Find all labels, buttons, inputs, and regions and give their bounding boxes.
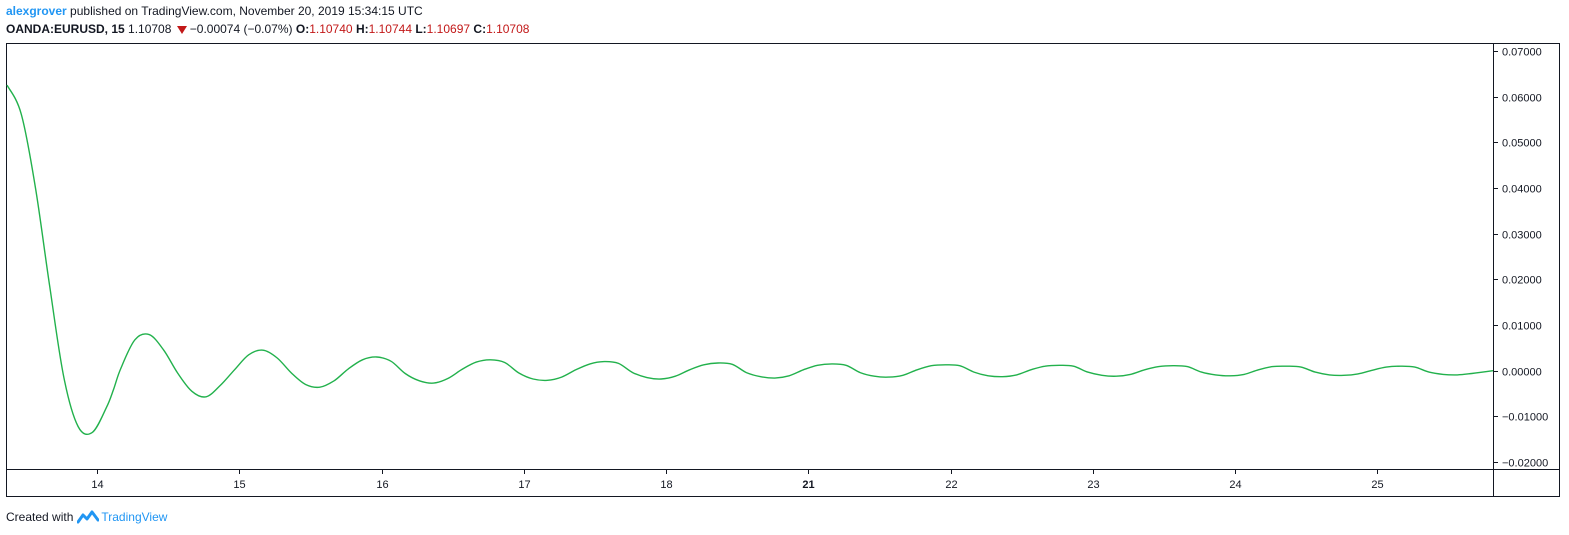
series-line[interactable]	[6, 84, 1494, 436]
price-down-icon	[176, 25, 187, 34]
open-label: O:	[295, 22, 310, 36]
tradingview-logo-icon[interactable]	[77, 510, 100, 524]
x-tick-label: 14	[91, 479, 103, 491]
price-axis[interactable]: 0.07000 0.06000 0.05000 0.04000 0.03000 0.020…	[1493, 47, 1548, 470]
price-change: −0.00074 (−0.07%)	[189, 22, 293, 36]
author-link[interactable]: alexgrover	[6, 4, 67, 18]
plot-area	[6, 84, 1494, 436]
symbol-info: OANDA:EURUSD, 15 1.10708 −0.00074 (−0.07…	[6, 22, 529, 36]
y-tick-label: 0.03000	[1502, 230, 1542, 242]
publish-info: alexgrover published on TradingView.com,…	[6, 4, 423, 18]
x-tick-label: 18	[660, 479, 672, 491]
close-value: 1.10708	[486, 22, 530, 36]
published-text: published on TradingView.com, November 2…	[70, 4, 423, 18]
created-with-text: Created with	[6, 510, 74, 524]
x-tick-label: 23	[1087, 479, 1099, 491]
x-tick-label: 22	[945, 479, 957, 491]
x-tick-label: 15	[233, 479, 245, 491]
low-label: L:	[415, 22, 427, 36]
y-tick-label: 0.06000	[1502, 93, 1542, 105]
y-tick-label: 0.02000	[1502, 275, 1542, 287]
y-tick-label: 0.01000	[1502, 321, 1542, 333]
low-value: 1.10697	[426, 22, 471, 36]
y-tick-label: 0.07000	[1502, 47, 1542, 59]
high-label: H:	[355, 22, 369, 36]
last-price: 1.10708	[128, 22, 172, 36]
y-tick-label: 0.05000	[1502, 138, 1542, 150]
open-value: 1.10740	[309, 22, 353, 36]
x-tick-label: 16	[376, 479, 388, 491]
y-tick-label: 0.00000	[1502, 367, 1542, 379]
x-tick-label: 21	[802, 479, 814, 491]
close-label: C:	[473, 22, 487, 36]
high-value: 1.10744	[368, 22, 412, 36]
chart-frame	[6, 43, 1560, 497]
x-tick-label: 17	[518, 479, 530, 491]
x-tick-label: 24	[1229, 479, 1241, 491]
x-tick-label: 25	[1371, 479, 1383, 491]
footer: Created with TradingView	[6, 510, 167, 524]
y-tick-label: −0.02000	[1502, 458, 1548, 470]
symbol-label: OANDA:EURUSD, 15	[6, 22, 125, 36]
y-tick-label: −0.01000	[1502, 412, 1548, 424]
tradingview-brand-link[interactable]: TradingView	[101, 510, 168, 524]
y-tick-label: 0.04000	[1502, 184, 1542, 196]
time-axis[interactable]: 14 15 16 17 18 21 22 23 24 25	[91, 469, 1384, 491]
